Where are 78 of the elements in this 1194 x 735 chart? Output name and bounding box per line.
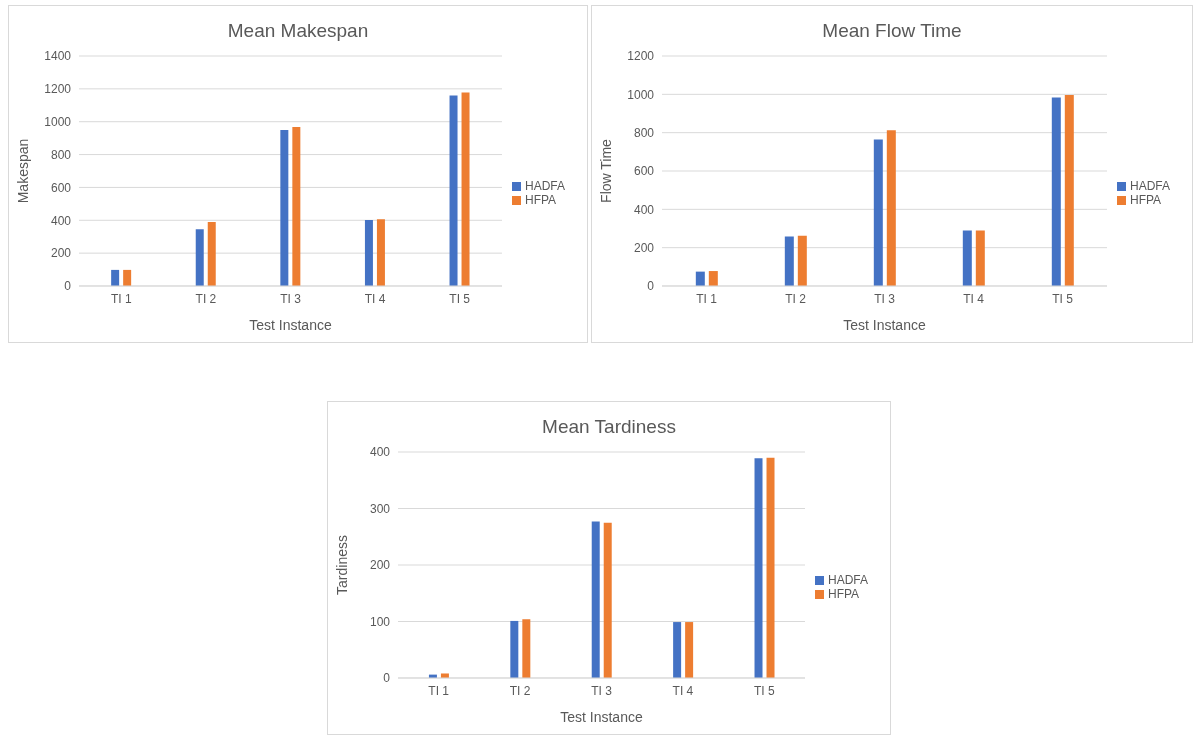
bar	[975, 230, 985, 286]
bar	[695, 271, 705, 286]
chart-title: Mean Makespan	[226, 20, 370, 42]
x-tick-label: TI 4	[963, 291, 985, 306]
x-tick-label: TI 1	[696, 291, 718, 306]
bar	[591, 521, 600, 678]
bar	[873, 139, 883, 286]
y-tick-label: 0	[64, 279, 72, 294]
x-tick-label: TI 4	[672, 683, 694, 698]
bar	[1051, 97, 1061, 286]
bar	[1064, 94, 1074, 286]
y-tick-label: 1000	[44, 114, 72, 129]
bar	[784, 236, 794, 286]
bar	[376, 219, 385, 286]
y-tick-label: 1200	[627, 49, 655, 64]
x-tick-label: TI 3	[591, 683, 613, 698]
legend-label: HADFA	[1129, 179, 1170, 193]
x-axis-title: Test Instance	[560, 709, 643, 725]
bar	[449, 95, 458, 286]
bar	[797, 235, 807, 286]
y-axis-title: Flow Time	[597, 138, 614, 203]
bar	[195, 229, 204, 286]
legend-label: HADFA	[524, 179, 565, 193]
y-tick-label: 0	[383, 671, 391, 686]
x-tick-label: TI 5	[1052, 291, 1074, 306]
x-axis-title: Test Instance	[249, 317, 332, 333]
bar	[522, 619, 531, 678]
legend-label: HFPA	[827, 587, 860, 601]
x-tick-label: TI 2	[785, 291, 807, 306]
y-tick-label: 200	[633, 240, 655, 255]
x-tick-label: TI 3	[280, 291, 302, 306]
y-tick-label: 600	[50, 180, 72, 195]
bar	[766, 457, 775, 678]
bar	[754, 458, 763, 678]
bar	[111, 269, 120, 286]
bar	[886, 130, 896, 286]
bar	[461, 92, 470, 286]
bar	[685, 622, 694, 678]
y-tick-label: 1400	[44, 49, 72, 64]
bar	[207, 221, 216, 286]
y-tick-label: 400	[369, 445, 391, 460]
y-tick-label: 300	[369, 501, 391, 516]
bar	[708, 271, 718, 286]
y-tick-label: 400	[633, 202, 655, 217]
legend-label: HADFA	[827, 573, 868, 587]
y-tick-label: 1000	[627, 87, 655, 102]
bar	[364, 219, 373, 286]
x-tick-label: TI 5	[449, 291, 471, 306]
y-axis-title: Tardiness	[333, 535, 350, 595]
x-tick-label: TI 4	[364, 291, 386, 306]
y-axis-title: Makespan	[14, 138, 31, 204]
bar	[673, 622, 682, 678]
x-tick-label: TI 5	[753, 683, 775, 698]
x-tick-label: TI 2	[195, 291, 217, 306]
bar	[962, 230, 972, 286]
legend-label: HFPA	[524, 193, 557, 207]
bar	[603, 522, 612, 678]
y-tick-label: 200	[369, 558, 391, 573]
y-tick-label: 800	[633, 125, 655, 140]
y-tick-label: 400	[50, 213, 72, 228]
y-tick-label: 200	[50, 246, 72, 261]
x-axis-title: Test Instance	[843, 317, 926, 333]
chart-title: Mean Flow Time	[821, 20, 963, 42]
y-tick-label: 600	[633, 164, 655, 179]
x-tick-label: TI 1	[428, 683, 450, 698]
x-tick-label: TI 3	[874, 291, 896, 306]
legend-label: HFPA	[1129, 193, 1162, 207]
bar	[280, 129, 289, 286]
y-tick-label: 0	[647, 279, 655, 294]
bar	[510, 620, 519, 678]
x-tick-label: TI 1	[110, 291, 132, 306]
chart-title: Mean Tardiness	[541, 416, 677, 438]
y-tick-label: 100	[369, 614, 391, 629]
bar	[292, 126, 301, 286]
x-tick-label: TI 2	[509, 683, 531, 698]
bar	[123, 269, 132, 286]
y-tick-label: 800	[50, 147, 72, 162]
y-tick-label: 1200	[44, 82, 72, 97]
